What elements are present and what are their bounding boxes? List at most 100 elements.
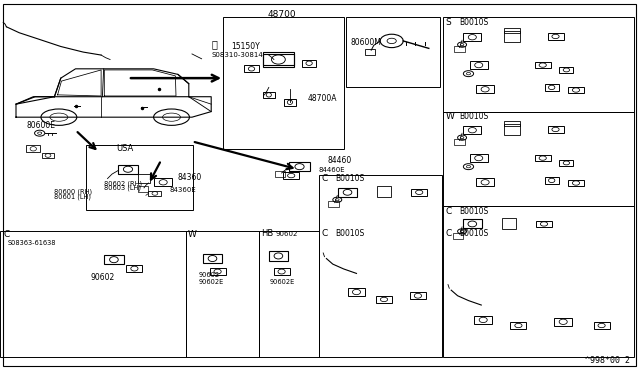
Bar — [470, 154, 488, 162]
Bar — [410, 292, 426, 299]
Bar — [86, 145, 193, 210]
Text: B0010S: B0010S — [460, 18, 489, 27]
Bar — [127, 265, 142, 272]
Bar — [319, 175, 442, 357]
Bar — [203, 254, 222, 263]
Bar — [259, 231, 319, 357]
Text: 15150Y: 15150Y — [232, 42, 260, 51]
Text: 80602 (RH): 80602 (RH) — [104, 180, 142, 187]
Text: W: W — [445, 112, 454, 121]
Bar — [502, 218, 516, 229]
Text: Ⓢ: Ⓢ — [211, 39, 217, 49]
Bar — [535, 62, 550, 68]
Bar — [554, 318, 572, 326]
Text: C: C — [445, 207, 452, 216]
Text: B0010S: B0010S — [335, 229, 365, 238]
Text: 80601 (LH): 80601 (LH) — [54, 193, 91, 200]
Bar — [454, 139, 465, 145]
Bar — [474, 316, 492, 324]
Bar — [302, 60, 316, 67]
Bar — [263, 52, 294, 67]
Bar — [26, 145, 40, 152]
Text: C: C — [321, 229, 328, 238]
Bar — [244, 65, 259, 72]
Bar — [138, 174, 150, 183]
Bar — [568, 180, 584, 186]
Bar — [504, 121, 520, 126]
Text: C: C — [445, 229, 452, 238]
Bar — [463, 126, 481, 134]
Text: ^998*00 2: ^998*00 2 — [586, 356, 630, 365]
Text: 80600M: 80600M — [351, 38, 381, 47]
Bar — [443, 206, 634, 357]
Bar — [263, 54, 294, 65]
Bar — [545, 84, 559, 91]
Bar — [476, 85, 494, 93]
Text: C: C — [321, 174, 328, 183]
Bar — [42, 153, 54, 158]
Bar — [118, 164, 138, 174]
Bar — [154, 178, 172, 186]
Bar — [328, 201, 339, 207]
Bar — [559, 160, 573, 166]
Bar — [559, 67, 573, 73]
Bar — [511, 322, 526, 329]
Bar — [453, 233, 463, 239]
Text: W: W — [188, 230, 197, 239]
Text: B0010S: B0010S — [460, 112, 489, 121]
Bar — [186, 231, 259, 357]
Text: 90602: 90602 — [275, 231, 298, 237]
Text: C: C — [3, 230, 10, 239]
Text: 90602: 90602 — [90, 273, 115, 282]
Bar — [443, 112, 634, 206]
Text: USA: USA — [116, 144, 133, 153]
Text: 80600 (RH): 80600 (RH) — [54, 188, 92, 195]
Bar — [443, 17, 634, 112]
Bar — [376, 296, 392, 303]
Bar — [548, 126, 564, 133]
Text: 84460: 84460 — [328, 156, 352, 165]
Bar — [275, 171, 285, 177]
Bar — [210, 268, 226, 275]
Bar — [138, 186, 148, 192]
Text: S08363-61638: S08363-61638 — [8, 240, 56, 246]
Bar — [283, 172, 300, 179]
Text: HB: HB — [261, 229, 273, 238]
Bar — [274, 268, 290, 275]
Text: 48700: 48700 — [268, 10, 296, 19]
Text: B0010S: B0010S — [460, 207, 489, 216]
Bar — [377, 186, 391, 197]
Bar — [346, 17, 440, 87]
Bar — [548, 33, 564, 40]
Text: 90602E: 90602E — [270, 279, 295, 285]
Bar — [470, 61, 488, 69]
Text: B0010S: B0010S — [335, 174, 365, 183]
Bar — [104, 255, 124, 264]
Bar — [365, 49, 375, 55]
Bar — [463, 33, 481, 41]
Bar — [594, 322, 610, 329]
Text: 84460E: 84460E — [319, 167, 346, 173]
Bar — [568, 87, 584, 93]
Bar — [0, 231, 186, 357]
Text: 90602: 90602 — [198, 272, 220, 278]
Bar — [504, 31, 520, 42]
Bar — [223, 17, 344, 149]
Bar — [263, 92, 275, 98]
Bar — [504, 124, 520, 135]
Text: 80600E: 80600E — [27, 121, 56, 130]
Text: S: S — [445, 18, 451, 27]
Bar — [338, 188, 357, 197]
Bar — [535, 155, 550, 161]
Bar — [289, 162, 310, 171]
Bar — [476, 178, 494, 186]
Text: S08310-30814: S08310-30814 — [211, 52, 263, 58]
Bar — [463, 219, 482, 228]
Bar — [269, 251, 288, 260]
Bar — [348, 288, 365, 296]
Bar — [412, 189, 428, 196]
Bar — [545, 177, 559, 184]
Bar — [148, 191, 161, 196]
Text: B0010S: B0010S — [460, 229, 489, 238]
Text: 90602E: 90602E — [198, 279, 223, 285]
